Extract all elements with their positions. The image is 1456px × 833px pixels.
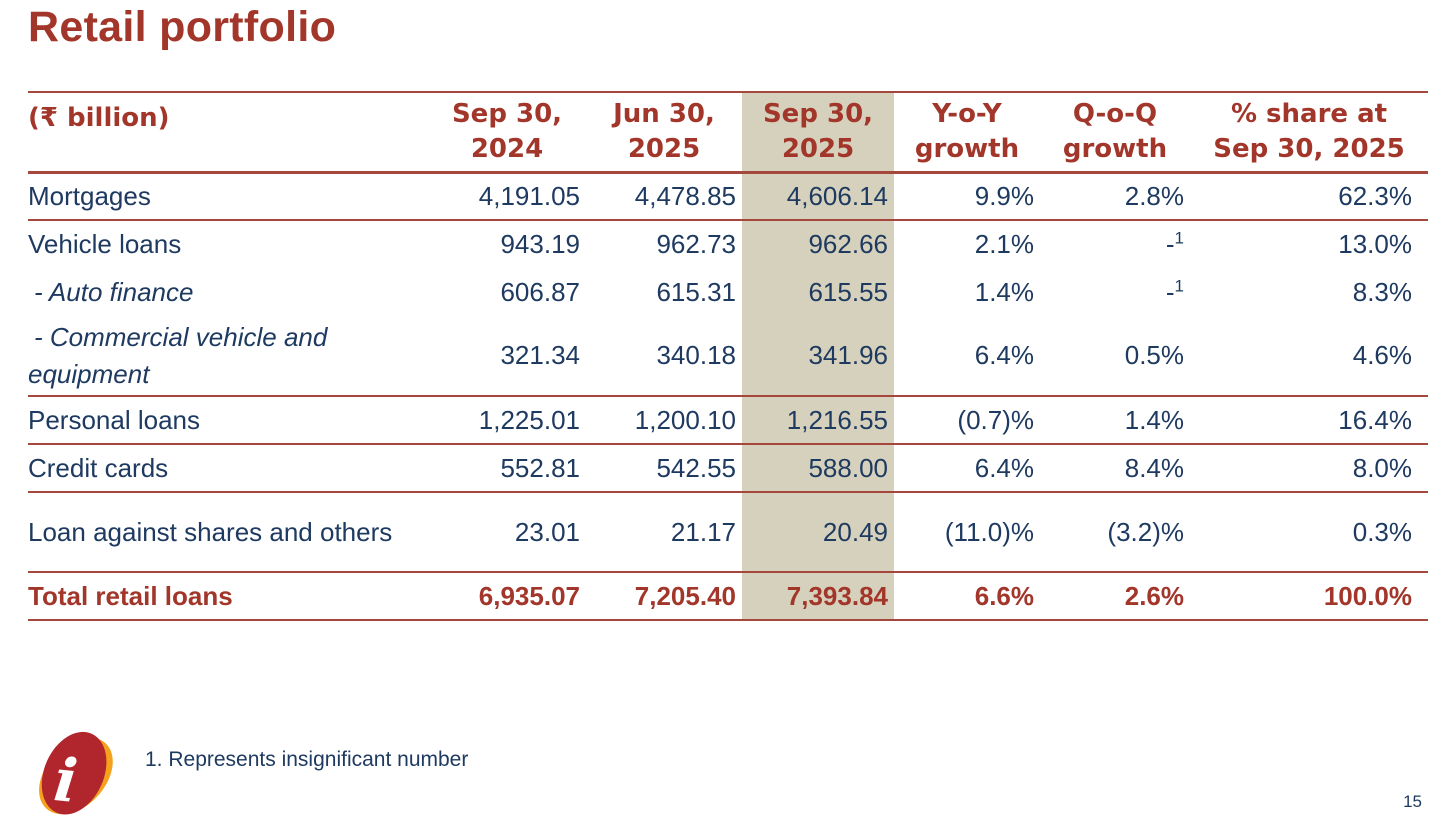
value-cell: 9.9% — [974, 181, 1034, 212]
table-row: Total retail loans 6,935.07 7,205.40 7,393.… — [28, 572, 1428, 620]
value-cell: 62.3% — [1338, 181, 1412, 212]
column-header-sep-2024: Sep 30, 2024 — [451, 98, 563, 164]
value-cell: 8.0% — [1352, 452, 1412, 483]
value-cell: 1,200.10 — [634, 404, 736, 435]
value-cell: 7,205.40 — [634, 580, 736, 611]
table-header-row: (₹ billion) Sep 30, 2024 Jun 30, 2025 Se… — [28, 92, 1428, 172]
table-row: Vehicle loans 943.19 962.73 962.66 2.1% -1 13.… — [28, 220, 1428, 268]
retail-portfolio-table: (₹ billion) Sep 30, 2024 Jun 30, 2025 Se… — [28, 91, 1428, 621]
value-cell: 7,393.84 — [742, 572, 894, 620]
value-cell: -1 — [1165, 276, 1184, 307]
row-label: - Commercial vehicle and equipment — [28, 322, 328, 389]
value-cell: 2.8% — [1124, 181, 1184, 212]
value-cell: 2.1% — [974, 229, 1034, 260]
value-cell: 6,935.07 — [478, 580, 580, 611]
value-cell: 1,225.01 — [478, 404, 580, 435]
value-cell: 2.6% — [1124, 580, 1184, 611]
unit-label: (₹ billion) — [28, 103, 170, 133]
value-cell: 13.0% — [1338, 229, 1412, 260]
value-cell: 23.01 — [514, 516, 580, 547]
row-label: Personal loans — [28, 404, 200, 435]
value-cell: 4.6% — [1352, 340, 1412, 371]
row-label: Mortgages — [28, 181, 151, 212]
table-row: - Auto finance 606.87 615.31 615.55 1.4% -1 8.… — [28, 268, 1428, 316]
value-cell: 606.87 — [500, 276, 580, 307]
value-cell: 552.81 — [500, 452, 580, 483]
table-row: Personal loans 1,225.01 1,200.10 1,216.55 (0… — [28, 396, 1428, 444]
row-label: Total retail loans — [28, 580, 233, 611]
row-label: Vehicle loans — [28, 229, 182, 260]
column-header-sep-2025-highlighted: Sep 30, 2025 — [742, 92, 894, 172]
value-cell: 4,478.85 — [634, 181, 736, 212]
value-cell: 962.73 — [656, 229, 736, 260]
row-label: - Auto finance — [34, 276, 194, 307]
table-row: Mortgages 4,191.05 4,478.85 4,606.14 9.9% 2.8… — [28, 172, 1428, 220]
table-row: Credit cards 552.81 542.55 588.00 6.4% 8.4% 8.… — [28, 444, 1428, 492]
value-cell: 21.17 — [670, 516, 736, 547]
value-cell: 588.00 — [742, 444, 894, 492]
value-cell: 6.4% — [974, 452, 1034, 483]
value-cell: 1,216.55 — [742, 396, 894, 444]
value-cell: 340.18 — [656, 340, 736, 371]
value-cell: 615.31 — [656, 276, 736, 307]
row-label: Credit cards — [28, 452, 169, 483]
value-cell: 321.34 — [500, 340, 580, 371]
value-cell: 615.55 — [742, 268, 894, 316]
value-cell: 6.4% — [974, 340, 1034, 371]
column-header-yoy-growth: Y-o-Y growth — [914, 98, 1020, 164]
page-number: 15 — [1403, 792, 1422, 811]
value-cell: 341.96 — [742, 316, 894, 396]
table-row: Loan against shares and others 23.01 21.17… — [28, 492, 1428, 572]
value-cell: 1.4% — [974, 276, 1034, 307]
value-cell: 943.19 — [500, 229, 580, 260]
value-cell: 4,606.14 — [742, 172, 894, 220]
value-cell: 6.6% — [974, 580, 1034, 611]
footnote-marker: 1 — [1174, 276, 1184, 296]
column-header-jun-2025: Jun 30, 2025 — [613, 98, 715, 164]
page-title: Retail portfolio — [28, 3, 337, 51]
value-cell: 0.3% — [1352, 516, 1412, 547]
table-row: - Commercial vehicle and equipment 321.34… — [28, 316, 1428, 396]
value-cell: (0.7)% — [957, 404, 1034, 435]
value-cell: 4,191.05 — [478, 181, 580, 212]
value-cell: -1 — [1165, 228, 1184, 260]
icici-logo: i — [39, 731, 113, 817]
value-cell: 8.3% — [1352, 276, 1412, 307]
value-cell: 16.4% — [1338, 404, 1412, 435]
value-cell: 20.49 — [742, 492, 894, 572]
value-cell: 0.5% — [1124, 340, 1184, 371]
row-label: Loan against shares and others — [28, 516, 393, 547]
value-cell: 8.4% — [1124, 452, 1184, 483]
column-header-qoq-growth: Q-o-Q growth — [1062, 98, 1168, 164]
logo-red-ellipse — [41, 731, 107, 815]
value-cell: (11.0)% — [944, 516, 1034, 547]
value-cell: 1.4% — [1124, 404, 1184, 435]
value-cell: 962.66 — [742, 220, 894, 268]
value-cell: (3.2)% — [1107, 516, 1184, 547]
footnote: 1. Represents insignificant number — [145, 748, 469, 771]
value-cell: 100.0% — [1323, 580, 1412, 611]
footnote-marker: 1 — [1174, 228, 1184, 248]
value-cell: 542.55 — [656, 452, 736, 483]
column-header-share: % share at Sep 30, 2025 — [1213, 98, 1405, 164]
